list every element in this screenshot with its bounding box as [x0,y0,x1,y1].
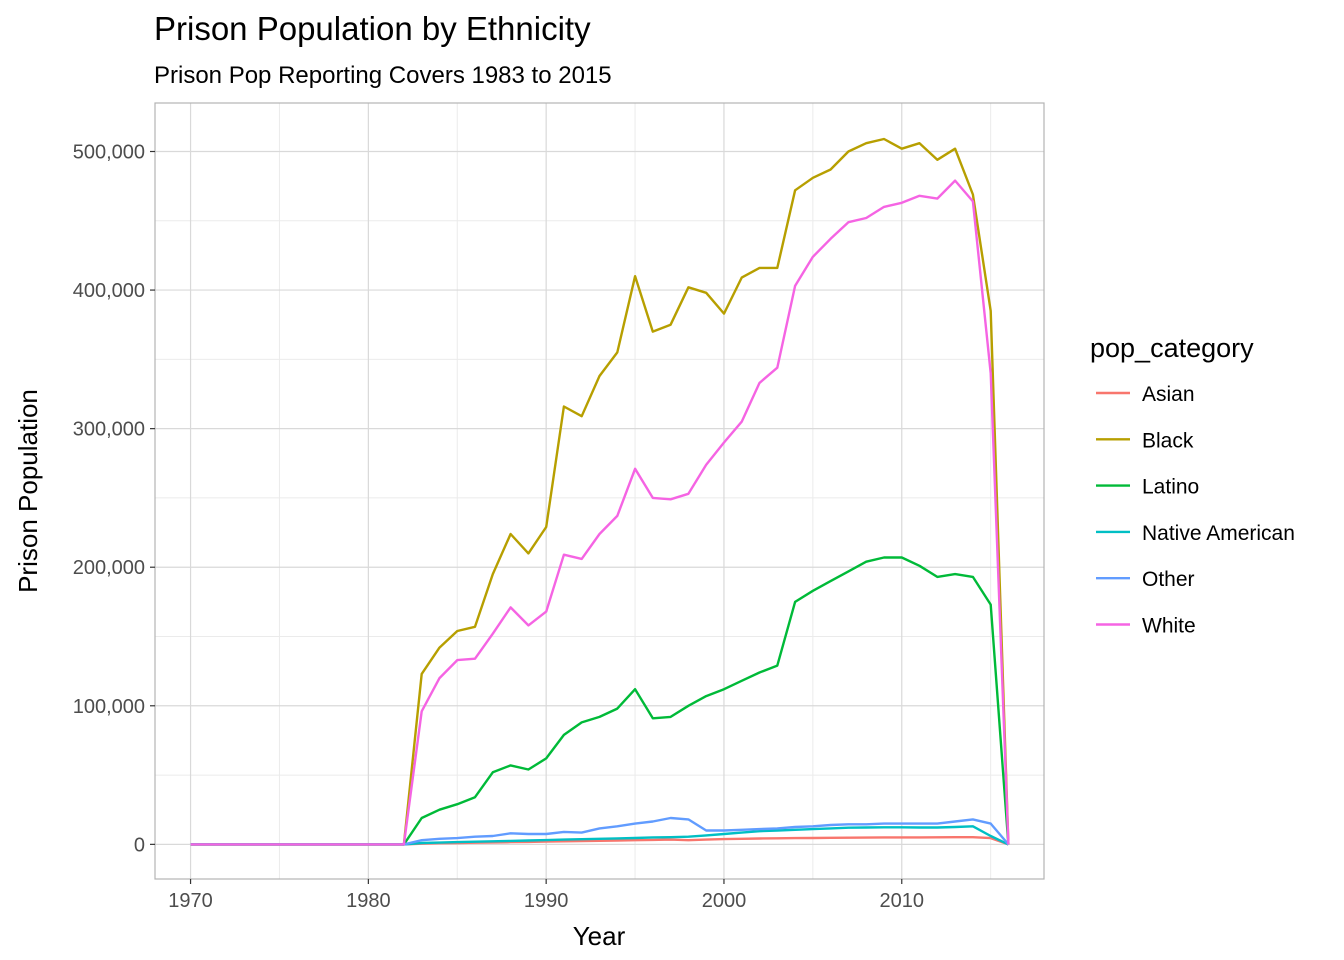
y-axis: 0 100,000 200,000 300,000 400,000 500,000 [73,142,155,856]
plot-background [155,103,1044,879]
legend-title: pop_category [1090,333,1254,363]
legend-label: Latino [1142,476,1199,499]
y-tick-label: 400,000 [73,280,145,302]
y-tick-label: 200,000 [73,557,145,579]
series-line-white [190,179,1010,846]
x-tick-label: 1980 [346,890,391,912]
legend-label: Other [1142,568,1195,591]
x-axis: 1970 1980 1990 2000 2010 [168,879,924,912]
chart-title: Prison Population by Ethnicity [154,10,591,47]
legend-label: Black [1142,429,1194,452]
legend-label: Native American [1142,522,1295,545]
plot-border [154,102,1045,880]
y-axis-title: Prison Population [13,389,43,593]
x-tick-label: 1990 [524,890,569,912]
legend: pop_category Asian Black Latino Native Amer… [1090,333,1295,638]
legend-label: White [1142,615,1196,638]
chart-subtitle: Prison Pop Reporting Covers 1983 to 2015 [154,62,612,89]
legend-label: Asian [1142,383,1195,406]
x-tick-label: 2000 [702,890,747,912]
y-tick-label: 500,000 [73,142,145,164]
y-tick-label: 300,000 [73,419,145,441]
x-tick-label: 2010 [880,890,925,912]
y-tick-label: 100,000 [73,696,145,718]
y-tick-label: 0 [134,834,145,856]
x-tick-label: 1970 [168,890,213,912]
plot-panel [154,102,1045,880]
x-axis-title: Year [573,921,626,951]
